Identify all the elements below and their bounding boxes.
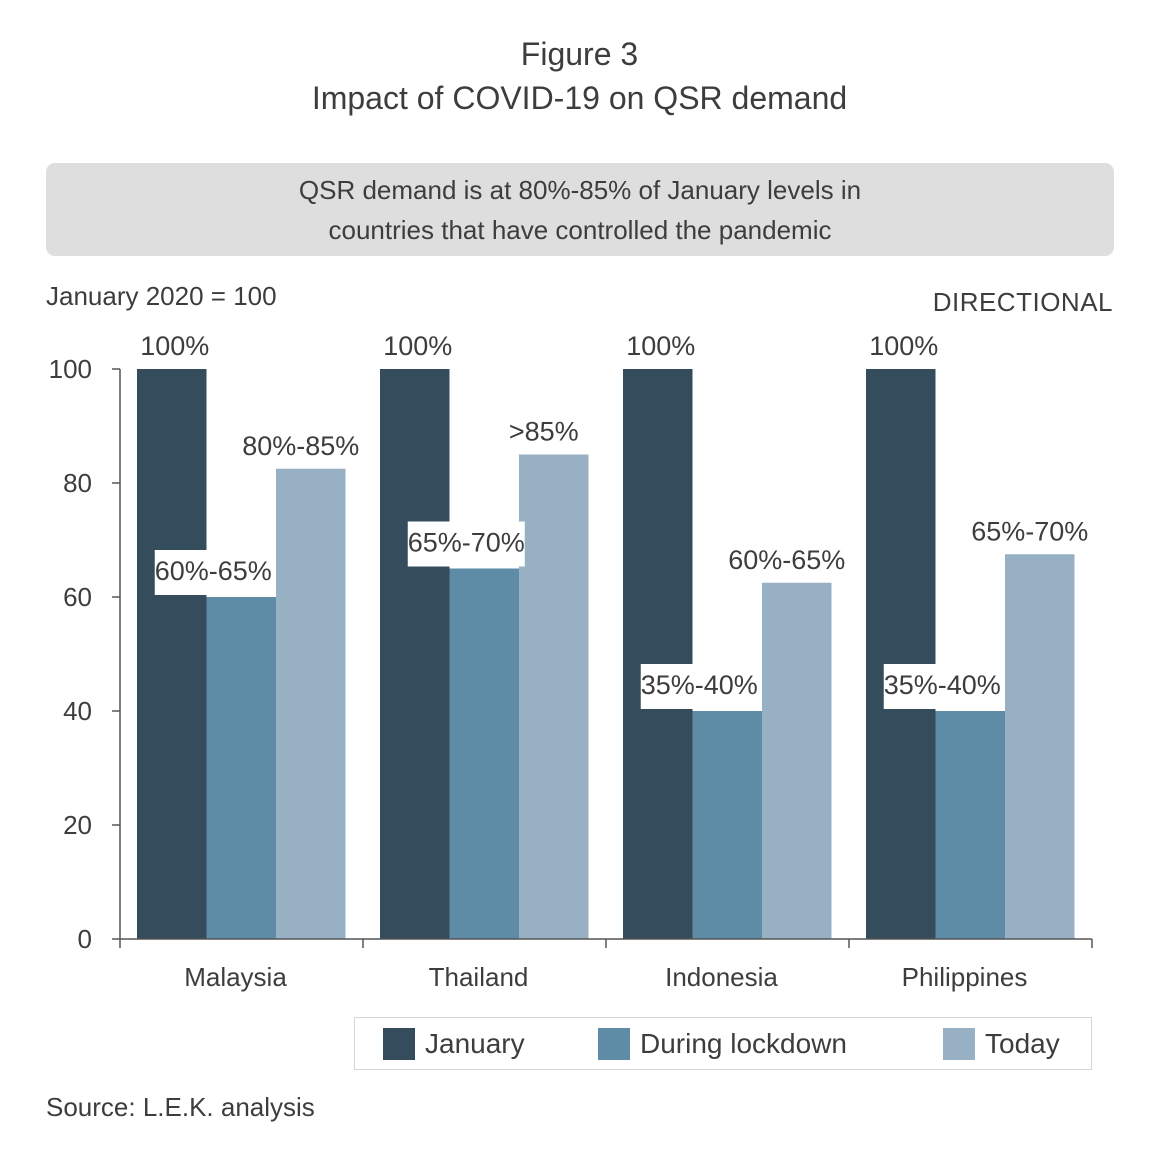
legend-swatch (383, 1028, 415, 1060)
y-tick-label-60: 60 (63, 582, 92, 612)
category-label-indonesia: Indonesia (665, 962, 778, 992)
bar-indonesia-january (623, 369, 693, 939)
category-label-thailand: Thailand (429, 962, 529, 992)
key-message-line-1: QSR demand is at 80%-85% of January leve… (298, 175, 862, 205)
legend-label: January (425, 1028, 525, 1059)
y-tick-label-100: 100 (49, 354, 92, 384)
figure-label: Figure 3 (520, 36, 639, 72)
data-label-philippines-today: 65%-70% (971, 516, 1088, 546)
data-label-philippines-during-lockdown: 35%-40% (884, 670, 1001, 700)
data-label-bg-thailand-1 (407, 521, 525, 567)
bar-malaysia-during-lockdown (206, 597, 276, 939)
legend-item-january: January (383, 1027, 525, 1061)
bar-malaysia-today (276, 468, 346, 939)
y-tick-label-0: 0 (78, 924, 92, 954)
data-label-thailand-during-lockdown: 65%-70% (408, 528, 525, 558)
data-label-malaysia-during-lockdown: 60%-65% (155, 556, 272, 586)
data-label-bg-indonesia-1 (640, 664, 758, 709)
directional-label: DIRECTIONAL (932, 287, 1113, 317)
chart-title: Impact of COVID-19 on QSR demand (311, 80, 848, 116)
data-label-thailand-january: 100% (383, 331, 452, 361)
key-message-line-2: countries that have controlled the pande… (328, 215, 832, 245)
data-label-indonesia-today: 60%-65% (728, 545, 845, 575)
source-note: Source: L.E.K. analysis (46, 1092, 315, 1122)
data-label-bg-philippines-1 (883, 664, 1001, 709)
bar-malaysia-january (137, 369, 207, 939)
y-tick-label-40: 40 (63, 696, 92, 726)
bar-thailand-during-lockdown (449, 568, 519, 939)
bar-chart: 0 20 40 60 80 100 Malaysia Thailand Indonesia Phi… (49, 331, 1093, 992)
category-label-malaysia: Malaysia (184, 962, 287, 992)
legend-item-today: Today (943, 1027, 1060, 1061)
data-label-indonesia-january: 100% (626, 331, 695, 361)
bar-philippines-during-lockdown (935, 711, 1005, 939)
bar-philippines-january (866, 369, 936, 939)
bar-indonesia-during-lockdown (692, 711, 762, 939)
data-label-indonesia-during-lockdown: 35%-40% (641, 670, 758, 700)
data-label-malaysia-today: 80%-85% (242, 431, 359, 461)
bar-thailand-january (380, 369, 450, 939)
legend-label: During lockdown (640, 1028, 847, 1059)
legend-swatch (598, 1028, 630, 1060)
data-label-bg-malaysia-1 (154, 550, 272, 595)
y-axis-note: January 2020 = 100 (46, 281, 277, 311)
category-label-philippines: Philippines (902, 962, 1028, 992)
legend: January During lockdown Today (354, 1017, 1092, 1070)
legend-label: Today (985, 1028, 1060, 1059)
data-label-malaysia-january: 100% (140, 331, 209, 361)
key-message-box: QSR demand is at 80%-85% of January leve… (46, 163, 1114, 256)
bar-philippines-today (1005, 554, 1075, 939)
legend-item-during-lockdown: During lockdown (598, 1027, 847, 1061)
y-tick-label-20: 20 (63, 810, 92, 840)
y-tick-label-80: 80 (63, 468, 92, 498)
bar-indonesia-today (762, 582, 832, 939)
bar-thailand-today (519, 454, 589, 939)
data-label-philippines-january: 100% (869, 331, 938, 361)
legend-swatch (943, 1028, 975, 1060)
data-label-thailand-today: >85% (509, 417, 579, 447)
